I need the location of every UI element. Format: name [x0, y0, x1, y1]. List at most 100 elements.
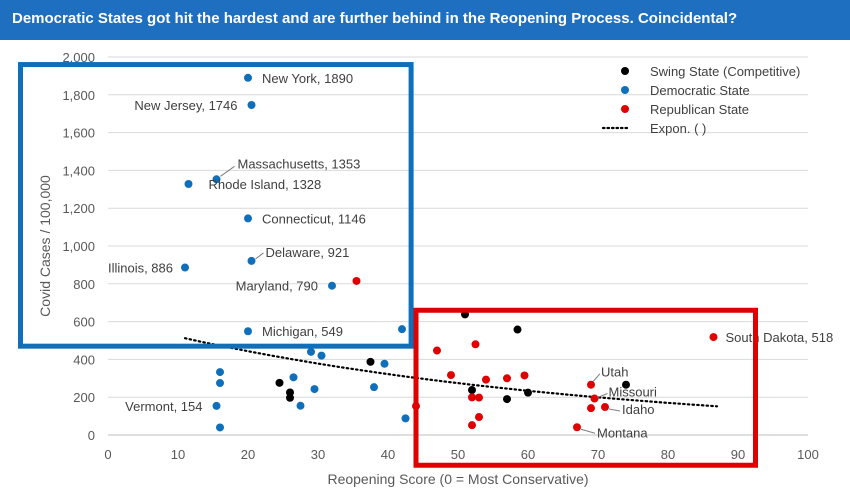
data-point — [352, 276, 361, 285]
data-point — [468, 393, 476, 402]
data-point — [471, 340, 480, 349]
democratic-highlight-box — [18, 62, 414, 349]
legend-swatch-marker — [621, 105, 629, 113]
data-point — [475, 413, 483, 422]
y-tick-label: 200 — [73, 390, 95, 405]
data-point — [247, 256, 256, 265]
point-label: Rhode Island, 1328 — [209, 177, 322, 192]
data-point — [216, 368, 224, 377]
x-axis-label: Reopening Score (0 = Most Conservative) — [327, 471, 588, 487]
point-label: South Dakota, 518 — [726, 330, 834, 345]
data-point — [622, 380, 630, 389]
exponential-trendline — [183, 337, 719, 408]
point-label: Vermont, 154 — [125, 399, 202, 414]
y-tick-label: 1,200 — [62, 201, 95, 216]
x-tick-label: 40 — [381, 447, 395, 462]
data-point — [216, 423, 224, 432]
data-point — [503, 395, 511, 404]
y-tick-label: 1,800 — [62, 88, 95, 103]
label-leader-line — [220, 165, 235, 177]
y-tick-label: 400 — [73, 352, 95, 367]
x-tick-label: 0 — [104, 447, 111, 462]
data-point — [601, 403, 609, 412]
data-point — [503, 374, 511, 383]
data-point — [247, 101, 256, 110]
x-tick-label: 50 — [451, 447, 465, 462]
data-point — [244, 214, 252, 223]
x-tick-label: 10 — [171, 447, 185, 462]
data-point — [380, 359, 389, 368]
highlight-boxes — [18, 62, 758, 468]
data-point — [366, 357, 375, 366]
gridlines — [108, 56, 808, 398]
data-point — [709, 333, 718, 342]
data-point — [275, 378, 284, 387]
point-label: Massachusetts, 1353 — [238, 156, 361, 171]
chart-title: Democratic States got hit the hardest an… — [12, 10, 738, 27]
label-leader-line — [608, 408, 621, 412]
data-point — [475, 393, 483, 402]
title-bar: Democratic States got hit the hardest an… — [0, 0, 850, 40]
data-point — [184, 180, 193, 189]
legend-label: Republican State — [650, 102, 749, 117]
data-point — [328, 281, 336, 290]
point-label: Michigan, 549 — [262, 324, 343, 339]
x-tick-label: 90 — [731, 447, 745, 462]
legend-swatch-marker — [621, 86, 629, 94]
label-leader-line — [255, 252, 264, 260]
point-label: Missouri — [609, 385, 658, 400]
legend-swatch-marker — [621, 67, 629, 75]
data-point — [587, 404, 595, 413]
point-label: Delaware, 921 — [266, 245, 350, 260]
point-label: Connecticut, 1146 — [262, 211, 366, 226]
x-tick-label: 30 — [311, 447, 325, 462]
data-points — [181, 73, 718, 432]
y-tick-label: 1,000 — [62, 239, 95, 254]
y-axis-label: Covid Cases / 100,000 — [37, 175, 53, 317]
data-point — [289, 373, 298, 382]
trendline-layer — [183, 337, 719, 408]
label-leader-line — [592, 373, 601, 383]
data-point — [370, 383, 378, 392]
data-point — [216, 379, 224, 388]
axes: 0 200 400 600 800 1,000 1,200 1,400 1,600 1,800 2,… — [62, 50, 818, 462]
data-point — [244, 327, 252, 336]
data-point — [433, 346, 441, 355]
point-labels: New York, 1890 New Jersey, 1746 Massachuse… — [108, 71, 833, 440]
point-label: Utah — [601, 365, 628, 380]
data-point — [286, 393, 294, 402]
legend-label: Swing State (Competitive) — [650, 64, 800, 79]
data-point — [181, 263, 189, 272]
legend-label: Expon. ( ) — [650, 121, 706, 136]
x-tick-label: 80 — [661, 447, 675, 462]
data-point — [310, 385, 319, 394]
x-tick-label: 60 — [521, 447, 535, 462]
data-point — [590, 394, 599, 403]
point-label: Illinois, 886 — [108, 261, 173, 276]
point-label: Idaho — [622, 402, 655, 417]
y-tick-label: 1,400 — [62, 163, 95, 178]
data-point — [212, 175, 221, 184]
data-point — [573, 423, 581, 432]
data-point — [520, 371, 529, 380]
data-point — [296, 401, 305, 410]
point-label: Maryland, 790 — [236, 279, 318, 294]
y-tick-label: 1,600 — [62, 126, 95, 141]
data-point — [307, 347, 315, 356]
point-label: New Jersey, 1746 — [134, 98, 237, 113]
data-point — [401, 414, 410, 423]
data-point — [447, 371, 455, 380]
y-tick-label: 800 — [73, 277, 95, 292]
label-leader-line — [597, 393, 608, 398]
x-tick-label: 100 — [797, 447, 819, 462]
data-point — [524, 388, 532, 397]
y-tick-label: 2,000 — [62, 50, 95, 65]
y-tick-label: 600 — [73, 315, 95, 330]
point-label: Montana — [597, 425, 648, 440]
x-tick-label: 20 — [241, 447, 255, 462]
legend: Swing State (Competitive) Democratic Stat… — [601, 64, 800, 136]
data-point — [398, 325, 406, 334]
data-point — [513, 325, 522, 334]
data-point — [587, 380, 595, 389]
